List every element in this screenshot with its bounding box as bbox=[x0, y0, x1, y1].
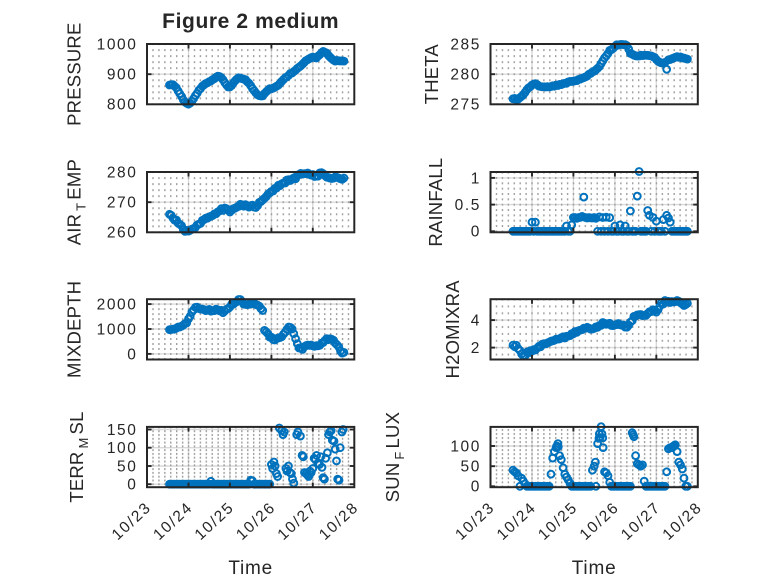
svg-text:MIXDEPTH: MIXDEPTH bbox=[64, 281, 85, 378]
svg-text:285: 285 bbox=[450, 36, 481, 53]
svg-text:TERRM​SL: TERRM​SL bbox=[66, 411, 91, 502]
svg-text:150: 150 bbox=[107, 422, 138, 439]
svg-text:0: 0 bbox=[471, 479, 481, 496]
svg-text:Figure 2 medium: Figure 2 medium bbox=[162, 10, 339, 33]
svg-text:SUNF​LUX: SUNF​LUX bbox=[382, 412, 407, 502]
svg-text:4: 4 bbox=[471, 313, 481, 330]
svg-text:0: 0 bbox=[471, 224, 481, 241]
svg-text:2: 2 bbox=[471, 340, 481, 357]
svg-text:50: 50 bbox=[461, 459, 481, 476]
svg-text:50: 50 bbox=[117, 458, 137, 475]
svg-text:260: 260 bbox=[107, 225, 138, 242]
svg-text:0: 0 bbox=[127, 346, 137, 363]
svg-text:1000: 1000 bbox=[97, 36, 138, 53]
svg-text:280: 280 bbox=[450, 67, 481, 84]
svg-text:RAINFALL: RAINFALL bbox=[425, 158, 446, 247]
svg-text:Time: Time bbox=[228, 558, 273, 579]
svg-text:1: 1 bbox=[471, 170, 481, 187]
svg-text:275: 275 bbox=[450, 97, 481, 114]
svg-text:270: 270 bbox=[107, 195, 138, 212]
svg-text:H2OMIXRA: H2OMIXRA bbox=[442, 280, 463, 379]
svg-text:100: 100 bbox=[107, 440, 138, 457]
svg-text:900: 900 bbox=[107, 67, 138, 84]
svg-text:AIRT​EMP: AIRT​EMP bbox=[64, 159, 89, 245]
svg-text:2000: 2000 bbox=[97, 297, 138, 314]
svg-text:Time: Time bbox=[572, 558, 617, 579]
svg-text:0.5: 0.5 bbox=[455, 197, 481, 214]
svg-text:THETA: THETA bbox=[421, 44, 442, 105]
svg-text:1000: 1000 bbox=[97, 321, 138, 338]
svg-text:0: 0 bbox=[127, 477, 137, 494]
svg-text:280: 280 bbox=[107, 164, 138, 181]
svg-text:100: 100 bbox=[450, 438, 481, 455]
svg-text:800: 800 bbox=[107, 97, 138, 114]
svg-text:PRESSURE: PRESSURE bbox=[64, 22, 85, 125]
